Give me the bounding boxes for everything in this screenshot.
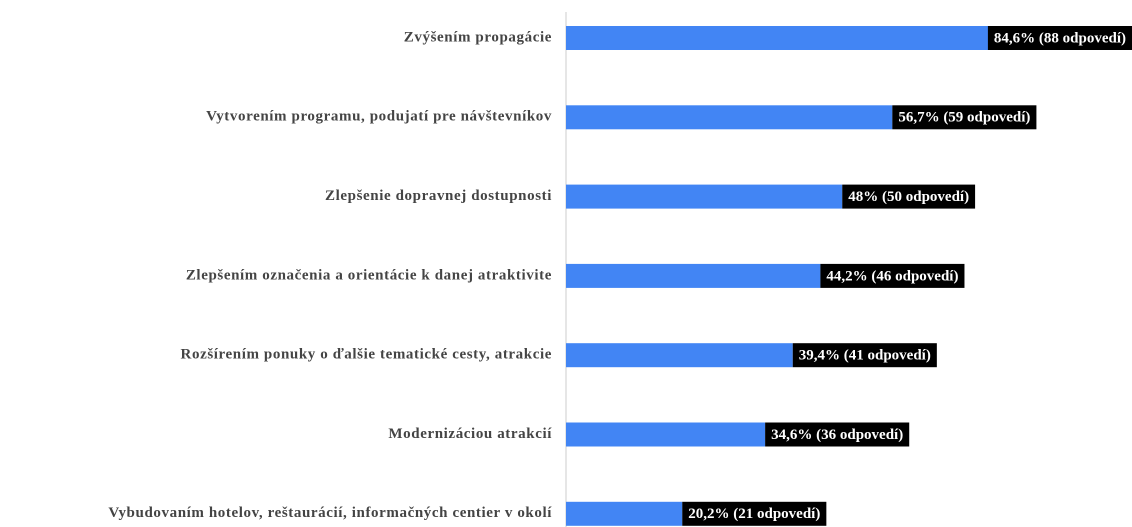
bar — [566, 263, 821, 288]
value-label: 44,2% (46 odpovedí) — [826, 268, 958, 284]
value-label: 56,7% (59 odpovedí) — [898, 110, 1030, 126]
value-label: 20,2% (21 odpovedí) — [688, 506, 820, 522]
value-label: 84,6% (88 odpovedí) — [994, 30, 1126, 46]
bar — [566, 343, 793, 368]
value-label-bg — [987, 26, 1132, 50]
category-label: Rozšírením ponuky o ďalšie tematické ces… — [181, 347, 552, 363]
bar — [566, 501, 683, 526]
category-label: Zvýšením propagácie — [404, 29, 552, 45]
category-label: Vytvorením programu, podujatí pre návšte… — [206, 109, 552, 125]
bar — [566, 26, 1053, 50]
value-label: 48% (50 odpovedí) — [848, 189, 969, 205]
value-label-bg — [892, 105, 1037, 130]
bar — [566, 184, 843, 209]
category-label: Vybudovaním hotelov, reštaurácií, inform… — [108, 505, 552, 521]
bar — [566, 105, 893, 130]
category-label: Zlepšenie dopravnej dostupnosti — [325, 188, 552, 204]
value-label-bg — [682, 501, 827, 526]
value-label: 39,4% (41 odpovedí) — [799, 348, 931, 364]
bar — [566, 422, 766, 447]
value-label-bg — [842, 184, 976, 209]
value-label: 34,6% (36 odpovedí) — [771, 427, 903, 443]
category-label: Modernizáciou atrakcií — [388, 426, 552, 442]
value-label-bg — [792, 343, 937, 368]
category-label: Zlepšením označenia a orientácie k danej… — [186, 267, 552, 283]
value-label-bg — [820, 263, 965, 288]
value-label-bg — [765, 422, 910, 447]
